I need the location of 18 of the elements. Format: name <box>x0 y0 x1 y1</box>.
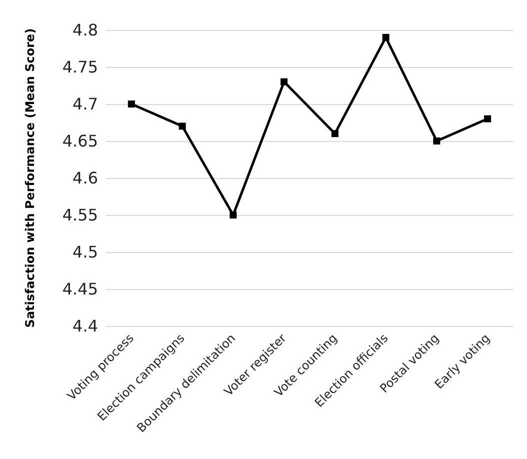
y-tick-label: 4.65 <box>62 132 98 150</box>
y-axis-title: Satisfaction with Performance (Mean Score) <box>23 28 37 328</box>
point <box>331 130 338 138</box>
point <box>128 100 135 108</box>
y-tick-label: 4.4 <box>72 316 98 336</box>
point <box>433 138 440 144</box>
point <box>484 115 492 122</box>
y-tick-label: 4.45 <box>62 280 98 298</box>
point <box>178 122 186 130</box>
point <box>382 34 390 41</box>
point <box>230 212 237 218</box>
y-tick-label: 4.6 <box>72 168 98 188</box>
y-tick-label: 4.55 <box>62 206 98 224</box>
y-tick-label: 4.75 <box>62 58 98 76</box>
point <box>280 78 288 86</box>
y-tick-label: 4.8 <box>72 20 98 40</box>
y-tick-label: 4.5 <box>72 242 98 262</box>
y-tick-label: 4.7 <box>72 94 98 114</box>
